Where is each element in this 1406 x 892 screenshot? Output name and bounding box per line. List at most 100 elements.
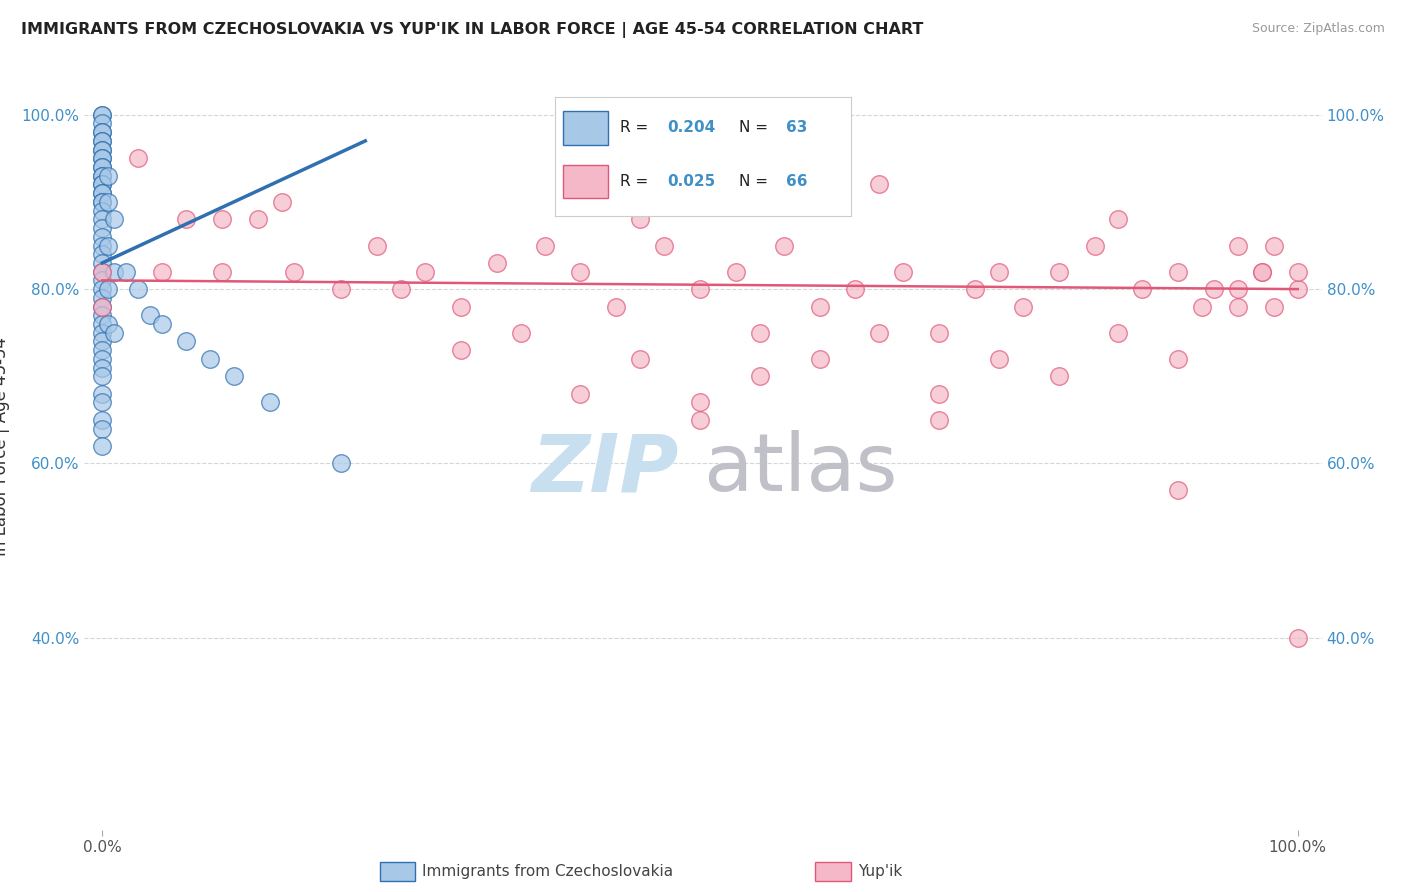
Point — [91, 413, 114, 427]
Point — [868, 326, 890, 340]
Point — [91, 238, 114, 252]
Point — [91, 143, 114, 157]
Point — [1130, 282, 1153, 296]
Point — [91, 265, 114, 279]
Point — [91, 300, 114, 314]
Point — [91, 282, 114, 296]
Point — [928, 413, 950, 427]
Point — [1083, 238, 1105, 252]
Point — [97, 238, 120, 252]
Point — [97, 194, 120, 209]
Point — [174, 334, 197, 349]
Point — [928, 326, 950, 340]
Point — [91, 395, 114, 409]
Point — [91, 351, 114, 366]
Point — [485, 256, 508, 270]
Point — [91, 134, 114, 148]
Point — [91, 256, 114, 270]
Y-axis label: In Labor Force | Age 45-54: In Labor Force | Age 45-54 — [0, 336, 10, 556]
Point — [1047, 369, 1070, 384]
Point — [115, 265, 138, 279]
Point — [127, 152, 149, 166]
Point — [91, 194, 114, 209]
Point — [91, 203, 114, 218]
Point — [91, 265, 114, 279]
Point — [97, 317, 120, 331]
Point — [283, 265, 305, 279]
Point — [198, 351, 221, 366]
Point — [91, 108, 114, 122]
Text: Yup'ik: Yup'ik — [858, 864, 901, 879]
Point — [103, 326, 125, 340]
Point — [413, 265, 436, 279]
Point — [91, 125, 114, 139]
Point — [724, 265, 747, 279]
Point — [91, 160, 114, 174]
Point — [652, 238, 675, 252]
Point — [689, 395, 711, 409]
Point — [91, 212, 114, 227]
Point — [91, 386, 114, 401]
Point — [150, 317, 173, 331]
Point — [91, 317, 114, 331]
Point — [450, 300, 472, 314]
Point — [1286, 631, 1309, 645]
Point — [91, 116, 114, 130]
Point — [91, 160, 114, 174]
Point — [689, 413, 711, 427]
Point — [1250, 265, 1272, 279]
Point — [211, 265, 233, 279]
Point — [868, 178, 890, 192]
Point — [963, 282, 986, 296]
Point — [366, 238, 388, 252]
Text: ZIP: ZIP — [531, 430, 678, 508]
Text: Source: ZipAtlas.com: Source: ZipAtlas.com — [1251, 22, 1385, 36]
Point — [1226, 300, 1249, 314]
Point — [91, 221, 114, 235]
Point — [1191, 300, 1213, 314]
Point — [509, 326, 531, 340]
Point — [569, 265, 592, 279]
Point — [91, 326, 114, 340]
Text: atlas: atlas — [703, 430, 897, 508]
Point — [987, 351, 1010, 366]
Point — [1011, 300, 1033, 314]
Point — [91, 178, 114, 192]
Point — [91, 421, 114, 435]
Point — [91, 369, 114, 384]
Point — [928, 386, 950, 401]
Point — [270, 194, 292, 209]
Point — [91, 152, 114, 166]
Point — [91, 169, 114, 183]
Point — [91, 291, 114, 305]
Point — [987, 265, 1010, 279]
Point — [91, 108, 114, 122]
Point — [450, 343, 472, 358]
Point — [91, 186, 114, 201]
Point — [1047, 265, 1070, 279]
Point — [150, 265, 173, 279]
Point — [91, 300, 114, 314]
Point — [91, 439, 114, 453]
Point — [605, 300, 627, 314]
Point — [748, 369, 770, 384]
Point — [139, 308, 162, 322]
Point — [569, 386, 592, 401]
Point — [689, 282, 711, 296]
Point — [91, 152, 114, 166]
Point — [1286, 265, 1309, 279]
Point — [91, 194, 114, 209]
Point — [91, 143, 114, 157]
Text: IMMIGRANTS FROM CZECHOSLOVAKIA VS YUP'IK IN LABOR FORCE | AGE 45-54 CORRELATION : IMMIGRANTS FROM CZECHOSLOVAKIA VS YUP'IK… — [21, 22, 924, 38]
Point — [1263, 300, 1285, 314]
Point — [91, 125, 114, 139]
Point — [330, 457, 353, 471]
Point — [1226, 238, 1249, 252]
Point — [1226, 282, 1249, 296]
Point — [1107, 212, 1129, 227]
Point — [127, 282, 149, 296]
Point — [91, 247, 114, 261]
Point — [330, 282, 353, 296]
Point — [389, 282, 412, 296]
Point — [103, 212, 125, 227]
